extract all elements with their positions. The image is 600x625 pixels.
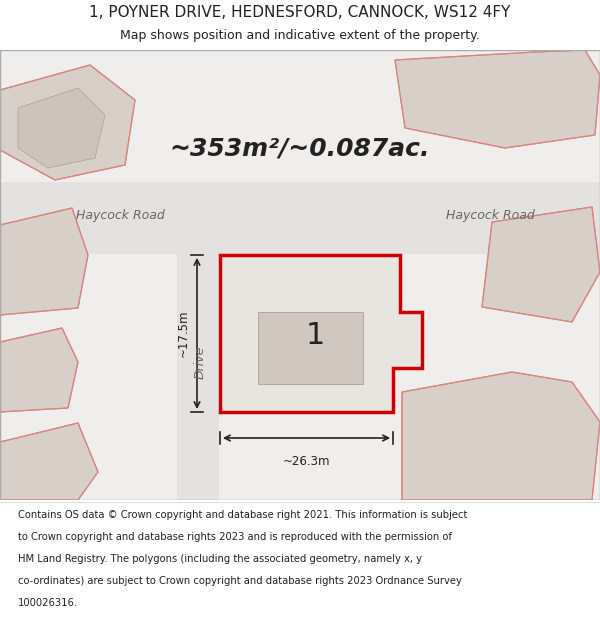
Text: 1: 1 <box>305 321 325 349</box>
Text: Map shows position and indicative extent of the property.: Map shows position and indicative extent… <box>120 29 480 42</box>
Polygon shape <box>0 423 98 500</box>
Text: Contains OS data © Crown copyright and database right 2021. This information is : Contains OS data © Crown copyright and d… <box>18 510 467 520</box>
Text: Haycock Road: Haycock Road <box>76 209 164 221</box>
Bar <box>0 182 600 254</box>
Text: Haycock Road: Haycock Road <box>446 209 535 221</box>
Polygon shape <box>0 208 88 315</box>
Polygon shape <box>482 207 600 322</box>
Polygon shape <box>0 328 78 412</box>
Text: co-ordinates) are subject to Crown copyright and database rights 2023 Ordnance S: co-ordinates) are subject to Crown copyr… <box>18 576 462 586</box>
Polygon shape <box>0 65 135 180</box>
Bar <box>177 250 219 502</box>
Text: to Crown copyright and database rights 2023 and is reproduced with the permissio: to Crown copyright and database rights 2… <box>18 532 452 542</box>
Text: ~353m²/~0.087ac.: ~353m²/~0.087ac. <box>170 136 430 160</box>
Polygon shape <box>395 50 600 148</box>
Bar <box>258 312 363 384</box>
Polygon shape <box>18 88 105 168</box>
Text: HM Land Registry. The polygons (including the associated geometry, namely x, y: HM Land Registry. The polygons (includin… <box>18 554 422 564</box>
Text: 1, POYNER DRIVE, HEDNESFORD, CANNOCK, WS12 4FY: 1, POYNER DRIVE, HEDNESFORD, CANNOCK, WS… <box>89 5 511 20</box>
Text: ~17.5m: ~17.5m <box>176 310 190 358</box>
Text: 100026316.: 100026316. <box>18 598 78 608</box>
Polygon shape <box>220 255 422 412</box>
Text: ~26.3m: ~26.3m <box>283 455 330 468</box>
Polygon shape <box>402 372 600 500</box>
Text: Drive: Drive <box>193 345 206 379</box>
